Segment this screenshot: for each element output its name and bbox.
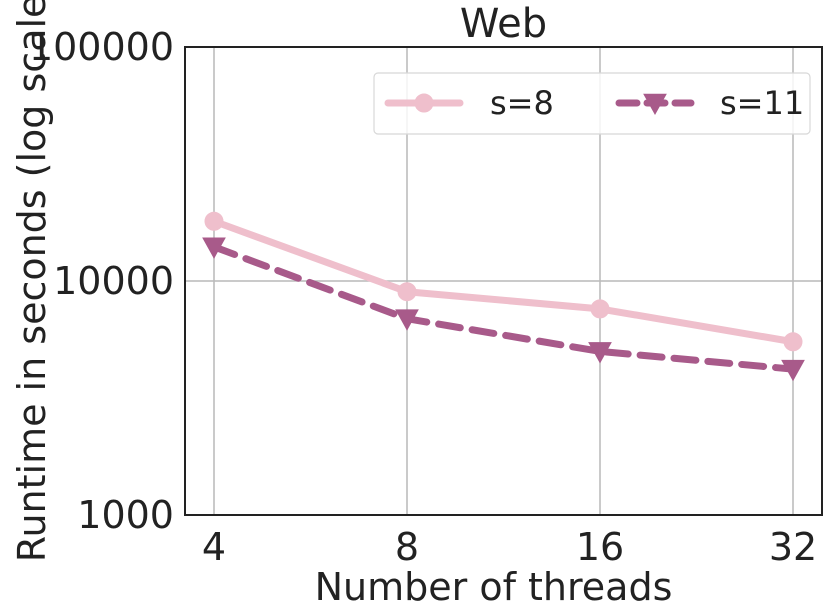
legend-label: s=11 <box>720 84 804 122</box>
series-line <box>210 243 797 373</box>
legend: s=8 s=11 <box>373 72 811 135</box>
data-point-marker <box>590 299 610 319</box>
series-1 <box>204 211 803 352</box>
x-tick-label: 4 <box>202 525 226 569</box>
y-tick-label: 10000 <box>53 259 174 303</box>
x-axis-label: Number of threads <box>315 565 673 609</box>
chart-title: Web <box>460 1 547 47</box>
plot-border <box>184 46 823 516</box>
series-line <box>210 217 797 346</box>
data-point-marker <box>397 282 417 302</box>
y-axis-label: Runtime in seconds (log scale) <box>10 0 54 562</box>
data-point-marker <box>588 342 612 364</box>
axes-layer: 4 8 16 32 1000 10000 100000 <box>29 25 823 569</box>
y-tick-label: 1000 <box>77 493 174 537</box>
legend-label: s=8 <box>490 84 554 122</box>
data-point-marker <box>781 359 805 382</box>
data-point-marker <box>783 332 803 352</box>
series-2 <box>202 237 805 382</box>
data-point-marker <box>202 237 226 259</box>
x-tick-label: 32 <box>769 525 817 569</box>
data-point-marker <box>395 309 419 331</box>
data-point-marker <box>204 211 224 231</box>
series-layer <box>202 211 805 382</box>
legend-box <box>373 72 811 135</box>
x-tick-label: 16 <box>576 525 624 569</box>
legend-marker <box>414 93 434 113</box>
x-tick-label: 8 <box>395 525 419 569</box>
legend-item: s=11 <box>615 84 804 122</box>
legend-item: s=8 <box>384 84 554 122</box>
legend-marker <box>643 93 667 116</box>
y-tick-label: 100000 <box>29 25 174 69</box>
